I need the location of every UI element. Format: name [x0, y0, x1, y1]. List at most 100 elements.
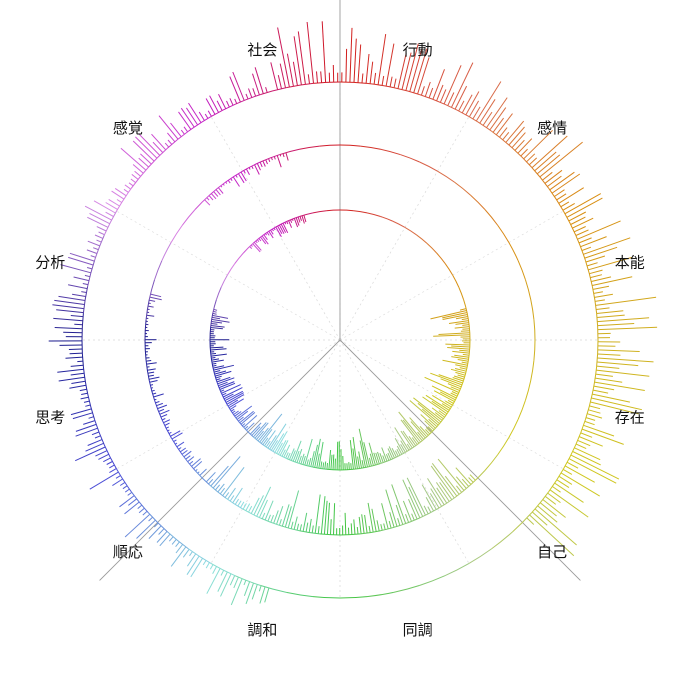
- ring-arc-middle: [144, 319, 147, 341]
- data-bar: [581, 246, 592, 251]
- data-bar: [408, 499, 418, 520]
- data-bar: [387, 448, 394, 460]
- data-bar: [267, 435, 277, 449]
- data-bar: [556, 193, 567, 201]
- data-bar: [368, 442, 376, 466]
- data-bar: [558, 187, 584, 204]
- data-bar: [175, 544, 183, 554]
- data-bar: [211, 318, 230, 323]
- data-bar: [358, 428, 368, 468]
- data-bar: [531, 135, 568, 169]
- ring-arc-outer: [81, 312, 84, 341]
- category-label: 思考: [35, 409, 65, 427]
- data-bar: [580, 432, 593, 438]
- data-bar: [229, 98, 234, 106]
- data-bar: [431, 385, 457, 399]
- data-bar: [511, 132, 526, 149]
- data-bar: [228, 398, 244, 409]
- data-bar: [257, 427, 269, 442]
- data-bar: [302, 512, 308, 532]
- ring-arc-middle: [470, 470, 486, 486]
- data-bar: [220, 389, 225, 392]
- data-bar: [212, 566, 217, 574]
- data-bar: [69, 384, 87, 389]
- data-bar: [421, 484, 437, 510]
- data-bar: [590, 274, 603, 279]
- data-bar: [248, 88, 253, 98]
- data-bar: [452, 350, 470, 354]
- ring-arc-middle: [148, 380, 156, 401]
- data-bar: [388, 520, 392, 529]
- data-bar: [572, 451, 601, 466]
- ring-arc-outer: [234, 94, 261, 105]
- data-bar: [459, 367, 467, 370]
- ring-arc-inner: [312, 210, 327, 214]
- data-bar: [252, 88, 257, 97]
- ring-arc-outer: [116, 468, 132, 492]
- data-bar: [295, 217, 300, 226]
- data-bar: [305, 522, 309, 533]
- data-bar: [127, 498, 138, 506]
- data-bar: [85, 404, 91, 407]
- data-bar: [270, 229, 274, 235]
- data-bar: [280, 223, 287, 233]
- data-bar: [592, 276, 633, 286]
- data-bar: [67, 284, 88, 290]
- data-bar: [402, 419, 421, 443]
- data-bar: [363, 442, 370, 467]
- ring-arc-outer: [575, 419, 586, 446]
- category-label: 分析: [35, 253, 65, 271]
- data-bar: [168, 536, 174, 542]
- data-bar: [591, 276, 612, 282]
- data-bar: [190, 558, 203, 578]
- data-bar: [288, 220, 293, 228]
- data-bar: [462, 328, 470, 330]
- data-bar: [252, 73, 260, 96]
- data-bar: [465, 91, 480, 116]
- data-bar: [534, 151, 557, 172]
- data-bar: [248, 505, 253, 513]
- data-bar: [551, 173, 581, 194]
- data-bar: [185, 455, 191, 460]
- data-bar: [373, 72, 377, 85]
- data-bar: [385, 454, 390, 461]
- data-bar: [290, 450, 296, 461]
- data-bar: [211, 358, 220, 361]
- data-bar: [249, 422, 262, 435]
- data-bar: [566, 197, 603, 218]
- data-bar: [120, 147, 147, 171]
- data-bar: [539, 502, 557, 517]
- data-bar: [437, 458, 465, 491]
- ring-arc-middle: [484, 454, 499, 471]
- data-bar: [276, 155, 282, 168]
- ring-arc-middle: [400, 154, 420, 163]
- data-bar: [425, 427, 432, 433]
- data-bar: [74, 323, 83, 326]
- data-bar: [89, 471, 119, 490]
- data-bar: [245, 503, 251, 511]
- ring-arc-inner: [463, 299, 468, 314]
- data-bar: [263, 234, 268, 240]
- data-bar: [142, 510, 148, 516]
- ring-arc-middle: [319, 144, 341, 147]
- ring-arc-inner: [452, 392, 460, 406]
- data-bar: [508, 126, 525, 146]
- data-bar: [580, 236, 607, 248]
- data-bar: [112, 478, 123, 487]
- data-bar: [420, 86, 425, 96]
- data-bar: [528, 157, 538, 166]
- data-bar: [448, 320, 469, 324]
- data-bar: [244, 425, 249, 430]
- ring-arc-inner: [468, 326, 471, 341]
- data-bar: [590, 401, 639, 415]
- data-bar: [409, 400, 439, 426]
- data-bar: [455, 364, 468, 368]
- data-bar: [455, 476, 467, 489]
- data-bar: [71, 380, 86, 384]
- data-bar: [400, 444, 406, 453]
- data-bar: [349, 440, 354, 470]
- data-bar: [260, 428, 273, 444]
- ring-arc-outer: [548, 468, 564, 492]
- data-bar: [438, 332, 470, 335]
- data-bar: [182, 549, 190, 558]
